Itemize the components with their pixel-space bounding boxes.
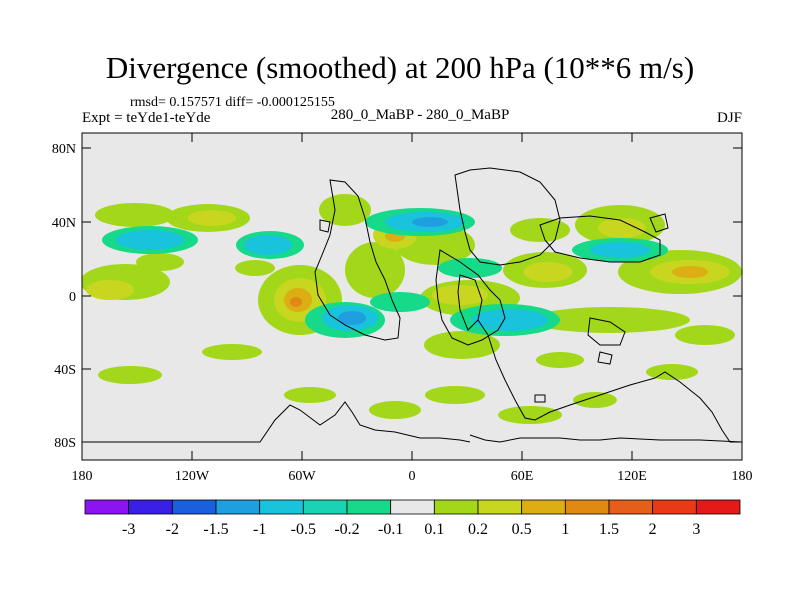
experiment-label: Expt = teYde1-teYde (82, 110, 211, 126)
colorbar-swatch (521, 499, 566, 515)
colorbar-label: 1 (561, 521, 569, 538)
y-tick-label: 80S (54, 436, 76, 451)
colorbar-label: -2 (166, 521, 179, 538)
colorbar-swatch (608, 499, 654, 515)
y-tick-label: 40S (54, 363, 76, 378)
colorbar-label: -0.2 (334, 521, 359, 538)
season-label: DJF (716, 110, 742, 126)
x-tick-label: 180 (732, 469, 753, 484)
colorbar-swatch (433, 499, 479, 515)
colorbar-label: 0.5 (512, 521, 532, 538)
coastlines (82, 167, 742, 443)
colorbar-swatch (259, 499, 304, 515)
x-tick-label: 0 (409, 469, 416, 484)
colorbar-label: 3 (692, 521, 700, 538)
colorbar-swatch (695, 499, 741, 515)
colorbar-swatch (564, 499, 610, 515)
colorbar-swatch (302, 499, 348, 515)
colorbar-label: -3 (122, 521, 135, 538)
x-axis-ticks (81, 133, 743, 460)
x-tick-label: 180 (72, 469, 93, 484)
colorbar-swatch (652, 499, 697, 515)
y-tick-label: 0 (69, 290, 76, 305)
colorbar-label: -1 (253, 521, 266, 538)
rmsd-diff-stats: rmsd= 0.157571 diff= -0.000125155 (130, 95, 335, 110)
x-tick-label: 60W (288, 469, 316, 484)
colorbar-label: 0.2 (468, 521, 488, 538)
x-tick-label: 60E (511, 469, 534, 484)
colorbar-label: -0.1 (378, 521, 403, 538)
colorbar-swatch (128, 499, 173, 515)
colorbar-label: 1.5 (599, 521, 619, 538)
colorbar-label: -1.5 (203, 521, 228, 538)
colorbar-label: 0.1 (424, 521, 444, 538)
colorbar (84, 499, 741, 515)
colorbar-labels: -3 -2 -1.5 -1 -0.5 -0.2 -0.1 0.1 0.2 0.5 1 1.5 2 3 (122, 521, 700, 538)
colorbar-swatch (171, 499, 217, 515)
y-tick-label: 40N (52, 216, 76, 231)
colorbar-swatch (346, 499, 392, 515)
y-axis-ticks (82, 147, 742, 443)
period-subtitle: 280_0_MaBP - 280_0_MaBP (330, 107, 510, 123)
y-tick-label: 80N (52, 142, 76, 157)
map-title: Divergence (smoothed) at 200 hPa (10**6 … (105, 50, 695, 85)
divergence-field (82, 194, 742, 424)
colorbar-swatch (477, 499, 523, 515)
colorbar-label: -0.5 (291, 521, 316, 538)
x-tick-label: 120W (175, 469, 210, 484)
x-tick-label: 120E (617, 469, 647, 484)
colorbar-swatch (84, 499, 130, 515)
colorbar-label: 2 (649, 521, 657, 538)
colorbar-swatch (390, 499, 435, 515)
colorbar-swatch (215, 499, 261, 515)
